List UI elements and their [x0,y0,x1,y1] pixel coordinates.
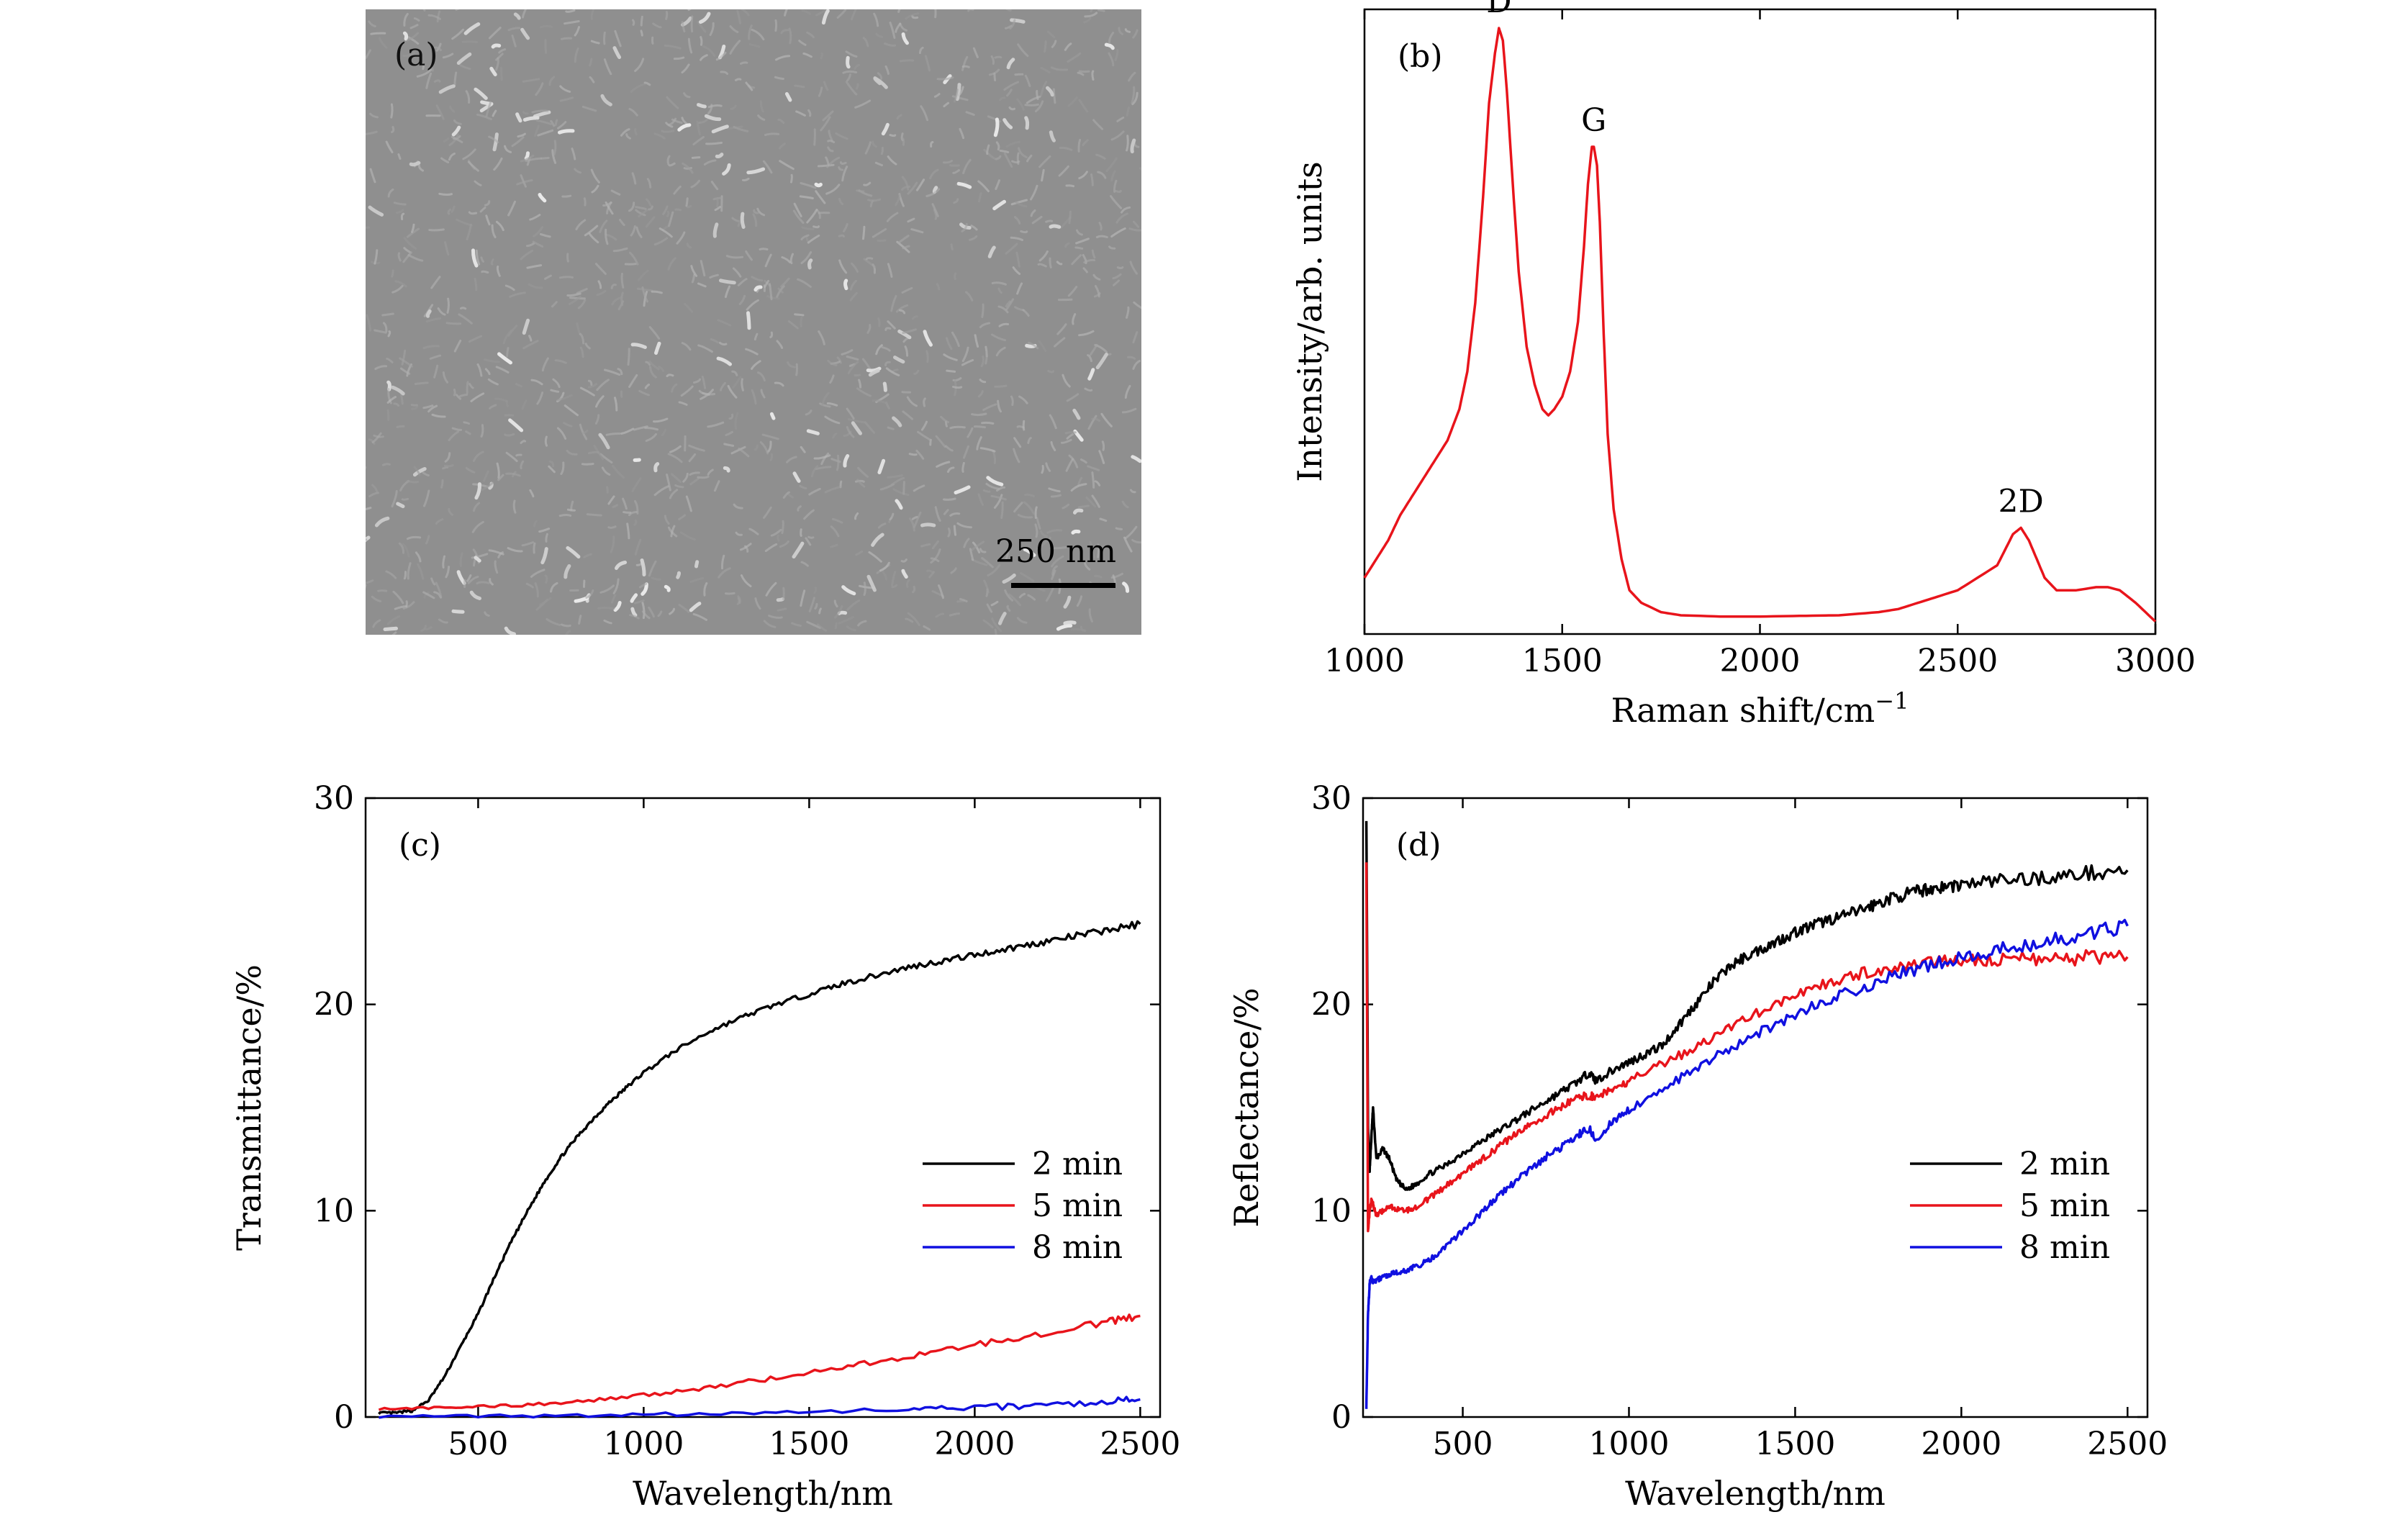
y-tick-label: 30 [1311,780,1352,817]
y-tick-label: 20 [1311,987,1352,1023]
legend-entry: 8 min [2019,1229,2110,1266]
x-tick-label: 1500 [1522,643,1603,679]
x-axis-label: Wavelength/nm [633,1474,893,1513]
series-line-2-min [378,920,1141,1416]
peak-label: 2D [1999,483,2044,520]
y-tick-label: 30 [314,780,354,817]
series-line-0 [1363,27,2157,623]
sem-image [366,9,1141,635]
series-line-8-min [379,1395,1141,1419]
series-line-8-min [1364,918,2129,1409]
scale-bar-label: 250 nm [995,533,1117,570]
y-tick-label: 0 [334,1399,354,1436]
sem-flakes [366,9,1141,635]
x-tick-label: 2000 [934,1426,1015,1462]
x-tick-label: 1000 [1588,1426,1669,1462]
panel-label-a: (a) [394,37,438,73]
peak-label: G [1581,102,1606,139]
x-axis-label-superscript: −1 [1875,687,1909,715]
chart-reflectance: 500 1000 1500 2000 2500 0 10 20 30 (d) Wavelength/… [1227,780,2168,1513]
x-tick-label: 1500 [1755,1426,1835,1462]
x-axis-label: Raman shift/cm−1 [1611,687,1909,730]
y-tick-label: 0 [1331,1399,1352,1436]
x-axis-label: Wavelength/nm [1625,1474,1886,1513]
plot-frame [1363,8,2157,635]
legend-entry: 5 min [1032,1187,1123,1224]
legend-entry: 2 min [1032,1146,1123,1182]
plot-frame [1362,797,2149,1418]
series-line-5-min [1364,862,2129,1233]
panel-label-b: (b) [1398,38,1443,75]
x-tick-label: 1000 [1324,643,1405,679]
plot-frame [364,797,1162,1418]
y-tick-label: 10 [314,1192,354,1229]
y-axis-label: Intensity/arb. units [1290,161,1329,482]
x-tick-label: 1500 [769,1426,849,1462]
x-tick-label: 500 [1433,1426,1493,1462]
x-tick-label: 500 [448,1426,508,1462]
scale-bar [1011,583,1115,588]
series-line-5-min [378,1313,1141,1411]
x-tick-label: 2500 [1100,1426,1180,1462]
y-axis-label: Reflectance/% [1227,987,1266,1227]
legend-entry: 5 min [2019,1187,2110,1224]
chart-transmittance: 500 1000 1500 2000 2500 0 10 20 30 (c) Wavelength/… [230,780,1180,1513]
sem-image-panel: (a) 250 nm [366,9,1141,635]
x-tick-label: 2500 [1917,643,1998,679]
panel-label-c: (c) [399,827,441,864]
panel-label-d: (d) [1396,827,1441,864]
x-tick-label: 2500 [2087,1426,2168,1462]
x-tick-label: 1000 [603,1426,684,1462]
series-line-2-min [1364,820,2129,1191]
peak-label: D [1486,0,1511,20]
legend-entry: 8 min [1032,1229,1123,1266]
legend-entry: 2 min [2019,1146,2110,1182]
x-tick-label: 3000 [2115,643,2196,679]
x-tick-label: 2000 [1720,643,1801,679]
chart-raman: 1000 1500 2000 2500 3000 (b) Raman shift/cm−1 I… [1290,0,2196,730]
y-axis-label: Transmittance/% [230,964,268,1251]
y-tick-label: 20 [314,987,354,1023]
y-tick-label: 10 [1311,1192,1352,1229]
x-tick-label: 2000 [1921,1426,2001,1462]
